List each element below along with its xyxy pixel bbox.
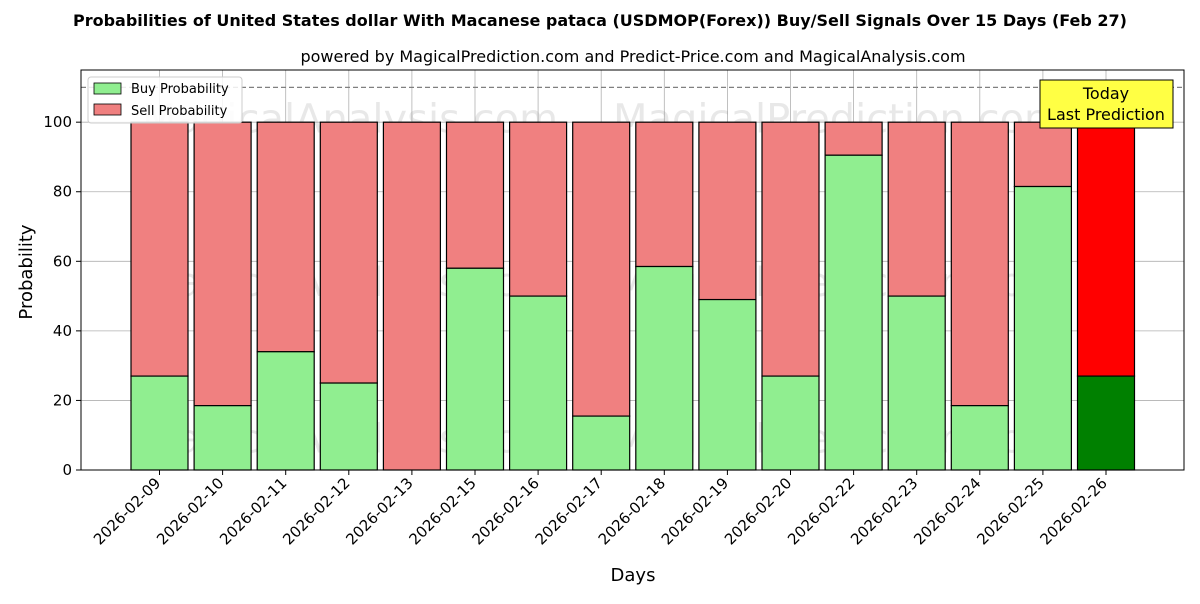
bar-buy (824, 154, 883, 471)
x-tick-label: 2026-02-22 (784, 474, 858, 548)
bar-buy (509, 295, 568, 471)
x-tick-label: 2026-02-19 (658, 474, 732, 548)
legend-box (87, 76, 243, 124)
x-tick-label: 2026-02-09 (90, 474, 164, 548)
x-tick-label: 2026-02-10 (153, 474, 227, 548)
bar-buy (761, 375, 820, 471)
bar-buy (1013, 185, 1073, 471)
chart-title: Probabilities of United States dollar Wi… (73, 11, 1127, 30)
today-box (1039, 79, 1174, 129)
x-tick-label: 2026-02-12 (279, 474, 353, 548)
today-annotation: Today Last Prediction (1039, 79, 1174, 129)
bar-buy (572, 415, 631, 471)
y-tick-label: 20 (53, 391, 72, 409)
bar-sell (319, 121, 378, 384)
legend-label-sell: Sell Probability (131, 104, 228, 119)
bar-sell (824, 121, 883, 156)
legend: Buy Probability Sell Probability (87, 76, 243, 124)
y-ticks: 0 20 40 60 80 100 (43, 113, 81, 479)
legend-swatch-buy (93, 82, 122, 95)
x-tick-label: 2026-02-16 (469, 474, 543, 548)
x-tick-label: 2026-02-24 (910, 474, 984, 548)
x-tick-label: 2026-02-25 (973, 474, 1047, 548)
x-tick-label: 2026-02-18 (595, 474, 669, 548)
bar-sell (1013, 121, 1073, 188)
y-tick-label: 40 (53, 322, 72, 340)
y-tick-label: 0 (62, 461, 72, 479)
y-tick-label: 80 (53, 183, 72, 201)
bar-sell (761, 121, 820, 377)
x-tick-label: 2026-02-11 (216, 474, 290, 548)
bars (130, 121, 1136, 471)
x-tick-label: 2026-02-23 (847, 474, 921, 548)
x-tick-label: 2026-02-13 (342, 474, 416, 548)
bar-buy (193, 405, 252, 471)
bar-sell (572, 121, 631, 417)
x-tick-label: 2026-02-17 (532, 474, 606, 548)
bar-sell (130, 121, 189, 377)
today-label-line2: Last Prediction (1047, 105, 1165, 124)
bar-sell (193, 121, 252, 407)
bar-sell (887, 121, 946, 297)
bar-sell (382, 121, 441, 471)
bar-sell (698, 121, 757, 301)
x-tick-label: 2026-02-26 (1036, 474, 1110, 548)
x-tick-label: 2026-02-20 (721, 474, 795, 548)
bar-buy (1076, 375, 1136, 471)
bar-sell (445, 121, 505, 269)
bar-buy (887, 295, 946, 471)
legend-swatch-sell (93, 103, 122, 116)
bar-buy (319, 382, 378, 471)
bar-sell (1076, 121, 1136, 377)
chart-subtitle: powered by MagicalPrediction.com and Pre… (300, 47, 965, 66)
today-label-line1: Today (1082, 84, 1129, 103)
x-ticks: 2026-02-092026-02-102026-02-112026-02-12… (90, 470, 1111, 548)
y-axis-label: Probability (16, 224, 37, 319)
bar-buy (950, 405, 1009, 471)
bar-sell (509, 121, 568, 297)
bar-buy (445, 267, 505, 471)
bar-buy (635, 265, 694, 471)
bar-buy (130, 375, 189, 471)
y-tick-label: 100 (43, 113, 72, 131)
legend-label-buy: Buy Probability (131, 82, 229, 97)
bar-sell (635, 121, 694, 268)
y-tick-label: 60 (53, 252, 72, 270)
plot-frame (80, 69, 1185, 471)
bar-sell (256, 121, 315, 353)
bar-buy (256, 351, 315, 471)
x-tick-label: 2026-02-15 (405, 474, 479, 548)
x-axis-label: Days (611, 565, 656, 586)
bar-buy (698, 298, 757, 471)
bar-sell (950, 121, 1009, 407)
